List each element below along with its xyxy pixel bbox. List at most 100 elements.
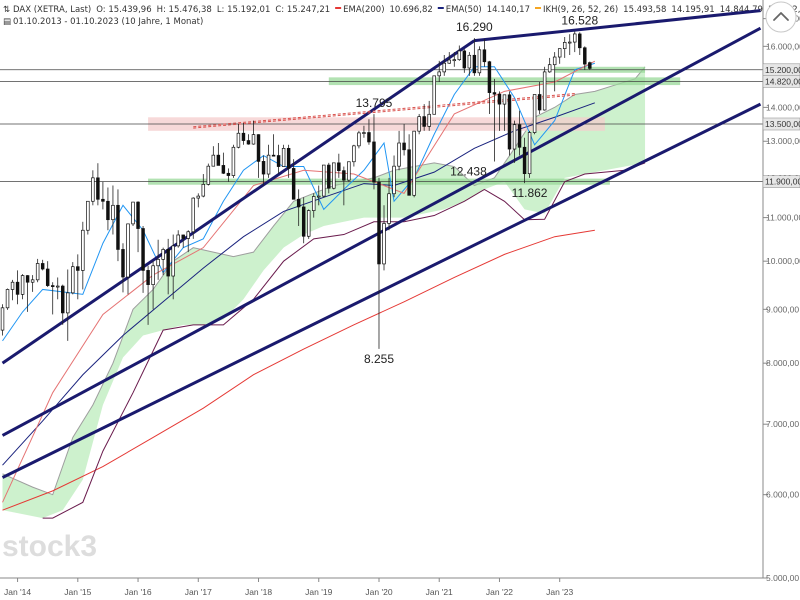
candle-up [71,266,75,294]
candle-down [537,94,542,111]
y-tick-label: 7.000,00 [766,419,799,429]
trendline-upper-channel [1,39,476,365]
price-annotation: 11.862 [512,186,548,200]
candle-down [578,33,582,49]
candle-down [522,146,527,175]
candle-up [151,265,155,285]
candle-up [186,231,190,239]
candle-down [76,266,80,271]
candle-down [121,249,125,278]
trendline-resistance-dashed-1 [193,93,575,128]
candle-down [422,116,426,127]
legend-item: O: 15.439,96 [96,5,151,15]
candle-up [10,281,15,290]
candle-up [20,275,25,295]
candle-down [25,275,30,283]
price-annotation: 13.795 [356,96,393,110]
candle-down [327,164,331,189]
y-tick-label: 14.000,00 [766,102,800,112]
candle-down [15,281,20,295]
legend-item: EMA(200) [343,5,384,15]
candle-down [276,155,281,167]
x-tick-label: Jan '15 [64,587,91,597]
candle-up [312,196,316,211]
legend-item: H: 15.476,38 [157,5,212,15]
candle-down [402,142,406,151]
candle-down [256,134,261,162]
candle-up [86,200,90,231]
candle-down [286,147,291,169]
candle-down [241,132,246,141]
candle-down [271,154,276,157]
candle-up [0,307,5,331]
candle-up [447,59,451,64]
legend-item: 15.493,58 [623,5,666,15]
candle-up [532,94,537,133]
candle-down [181,234,185,239]
candle-up [176,234,180,247]
candle-up [126,223,130,278]
candle-up [382,223,386,265]
scroll-up-button-bg[interactable] [765,1,797,33]
candle-up [55,285,60,288]
candle-up [547,64,552,73]
legend-item: DAX (XETRA, Last) [13,5,91,15]
x-tick-label: Jan '19 [305,587,332,597]
candle-up [347,161,351,181]
candle-up [542,71,547,111]
candle-up [387,193,391,224]
legend-swatch [437,7,444,9]
level-label-box [762,117,800,131]
y-tick-label: 9.000,00 [766,304,799,314]
candle-up [281,147,286,167]
calendar-icon: ▤ [3,17,11,27]
legend-item: 14.195,91 [671,5,714,15]
y-tick-label: 16.000,00 [766,41,800,51]
candle-up [211,154,216,167]
scroll-up-button[interactable] [765,1,797,33]
candle-up [412,130,416,196]
candle-down [166,249,170,277]
legend-item: EMA(50) [446,5,482,15]
x-tick-label: Jan '14 [4,587,31,597]
candle-up [5,289,10,309]
x-tick-label: Jan '21 [426,587,453,597]
period-text: 01.10.2013 - 01.10.2023 (10 Jahre, 1 Mon… [13,17,203,27]
candle-up [362,132,366,134]
candle-down [141,228,145,271]
chart-icon: ⇅ [3,5,10,15]
candle-down [101,198,105,202]
candle-down [246,140,251,145]
candle-down [337,162,341,172]
candle-up [573,33,577,43]
x-tick-label: Jan '22 [486,587,513,597]
candle-up [322,164,326,197]
candle-down [367,132,371,143]
x-tick-label: Jan '17 [185,587,212,597]
chart-header-period: ▤ 01.10.2013 - 01.10.2023 (10 Jahre, 1 M… [3,17,203,27]
candle-down [216,154,221,166]
candle-up [191,197,195,233]
candle-up [397,142,401,167]
candle-up [467,54,472,69]
candle-down [116,204,120,250]
trendline-middle-channel [1,26,762,437]
candle-down [492,92,497,95]
level-label: 13.500,00 [765,119,800,129]
candle-up [352,145,356,163]
candle-up [66,292,70,314]
candle-down [291,168,296,200]
candle-up [527,132,532,175]
y-tick-label: 6.000,00 [766,490,799,500]
legend-item: C: 15.247,21 [275,5,330,15]
candle-down [407,149,411,196]
candle-up [392,165,396,195]
x-tick-label: Jan '23 [546,587,573,597]
candle-down [372,141,376,183]
candle-down [296,198,301,208]
series-line [42,162,646,519]
candle-up [357,132,361,147]
candle-up [156,258,160,267]
trendlines [1,9,762,479]
